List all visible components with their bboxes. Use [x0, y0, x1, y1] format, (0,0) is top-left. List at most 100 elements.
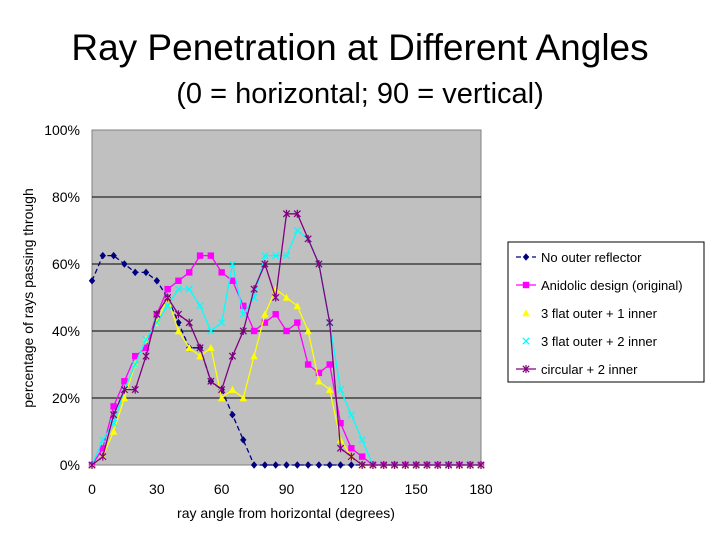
legend-label: circular + 2 inner [541, 362, 638, 377]
x-tick-label: 150 [404, 481, 428, 497]
data-point [175, 277, 182, 284]
data-point [228, 260, 237, 268]
data-point [164, 293, 172, 302]
data-point [99, 436, 107, 444]
data-point [358, 436, 366, 444]
data-point [283, 461, 290, 469]
data-point [304, 461, 312, 469]
legend-label: 3 flat outer + 1 inner [541, 306, 658, 321]
data-point [229, 277, 236, 284]
y-axis-label: percentage of rays passing through [20, 188, 36, 407]
data-point [131, 360, 139, 369]
legend-item: 3 flat outer + 1 inner [522, 306, 658, 321]
data-point [293, 209, 301, 218]
y-tick-label: 60% [52, 256, 80, 272]
data-point [336, 436, 345, 444]
data-point [369, 461, 377, 469]
data-point [196, 252, 204, 259]
y-tick-label: 40% [52, 323, 80, 339]
data-point [282, 209, 291, 218]
data-point [121, 378, 128, 385]
data-point [272, 461, 279, 469]
data-point [315, 369, 323, 377]
data-point [250, 327, 258, 335]
data-point [326, 361, 333, 368]
data-point [196, 343, 204, 352]
x-tick-label: 0 [88, 481, 96, 497]
y-tick-label: 100% [44, 122, 80, 138]
slide-subtitle: (0 = horizontal; 90 = vertical) [176, 78, 544, 110]
data-point [326, 461, 333, 469]
data-point [229, 411, 236, 419]
data-point [88, 277, 96, 285]
data-point [348, 445, 355, 452]
legend-items: No outer reflector Anidolic design (origi… [516, 250, 683, 377]
data-point [326, 385, 334, 393]
data-point [196, 352, 204, 360]
data-point [120, 394, 129, 402]
data-point [185, 285, 193, 293]
data-point [347, 411, 355, 419]
data-point [477, 461, 485, 469]
data-point [272, 251, 280, 260]
data-point [228, 352, 237, 361]
data-point [522, 309, 530, 317]
data-point [218, 385, 226, 394]
data-point [412, 461, 420, 469]
data-point [185, 344, 193, 351]
data-point [174, 327, 183, 335]
x-axis-label: ray angle from horizontal (degrees) [177, 505, 395, 521]
data-point [522, 365, 530, 373]
data-point [434, 461, 442, 469]
data-point [522, 337, 530, 345]
data-point [315, 377, 323, 385]
data-point [131, 385, 139, 394]
data-point [164, 285, 171, 293]
data-point [196, 302, 204, 310]
data-point [272, 293, 280, 302]
data-point [390, 461, 399, 469]
data-point [99, 251, 107, 260]
data-point [293, 226, 301, 235]
data-point [336, 444, 345, 453]
data-point [109, 410, 118, 419]
data-point [153, 277, 161, 285]
data-point [455, 461, 464, 469]
data-point [88, 461, 96, 469]
data-point [174, 310, 183, 319]
data-point [110, 403, 117, 410]
data-point [121, 260, 128, 268]
data-point [185, 318, 193, 327]
legend-item: circular + 2 inner [516, 362, 638, 377]
x-tick-label: 30 [149, 481, 165, 497]
legend: No outer reflector Anidolic design (origi… [507, 241, 705, 383]
data-point [423, 461, 431, 469]
x-tick-label: 120 [340, 481, 364, 497]
series-layer [88, 209, 485, 469]
data-point [186, 269, 193, 276]
data-point [304, 361, 312, 368]
data-point [337, 461, 344, 469]
y-tick-label: 20% [52, 390, 80, 406]
data-point [142, 352, 150, 361]
legend-label: No outer reflector [541, 250, 642, 265]
data-point [109, 427, 118, 435]
data-point [283, 327, 290, 335]
data-point [304, 327, 312, 335]
slide-title: Ray Penetration at Different Angles [71, 27, 649, 68]
data-point [207, 252, 215, 259]
y-tick-labels: 0% 20% 40% 60% 80% 100% [44, 122, 80, 473]
data-point [336, 385, 345, 394]
data-point [261, 319, 269, 326]
x-tick-labels: 0 30 60 90 120 150 180 [88, 481, 493, 497]
data-point [444, 461, 453, 469]
legend-box [507, 241, 705, 383]
data-point [239, 310, 247, 318]
data-point [272, 311, 279, 318]
data-point [228, 385, 237, 393]
data-point [380, 461, 388, 469]
data-point [261, 310, 269, 318]
data-point [282, 251, 291, 260]
data-point [522, 253, 530, 261]
data-point [401, 461, 409, 469]
